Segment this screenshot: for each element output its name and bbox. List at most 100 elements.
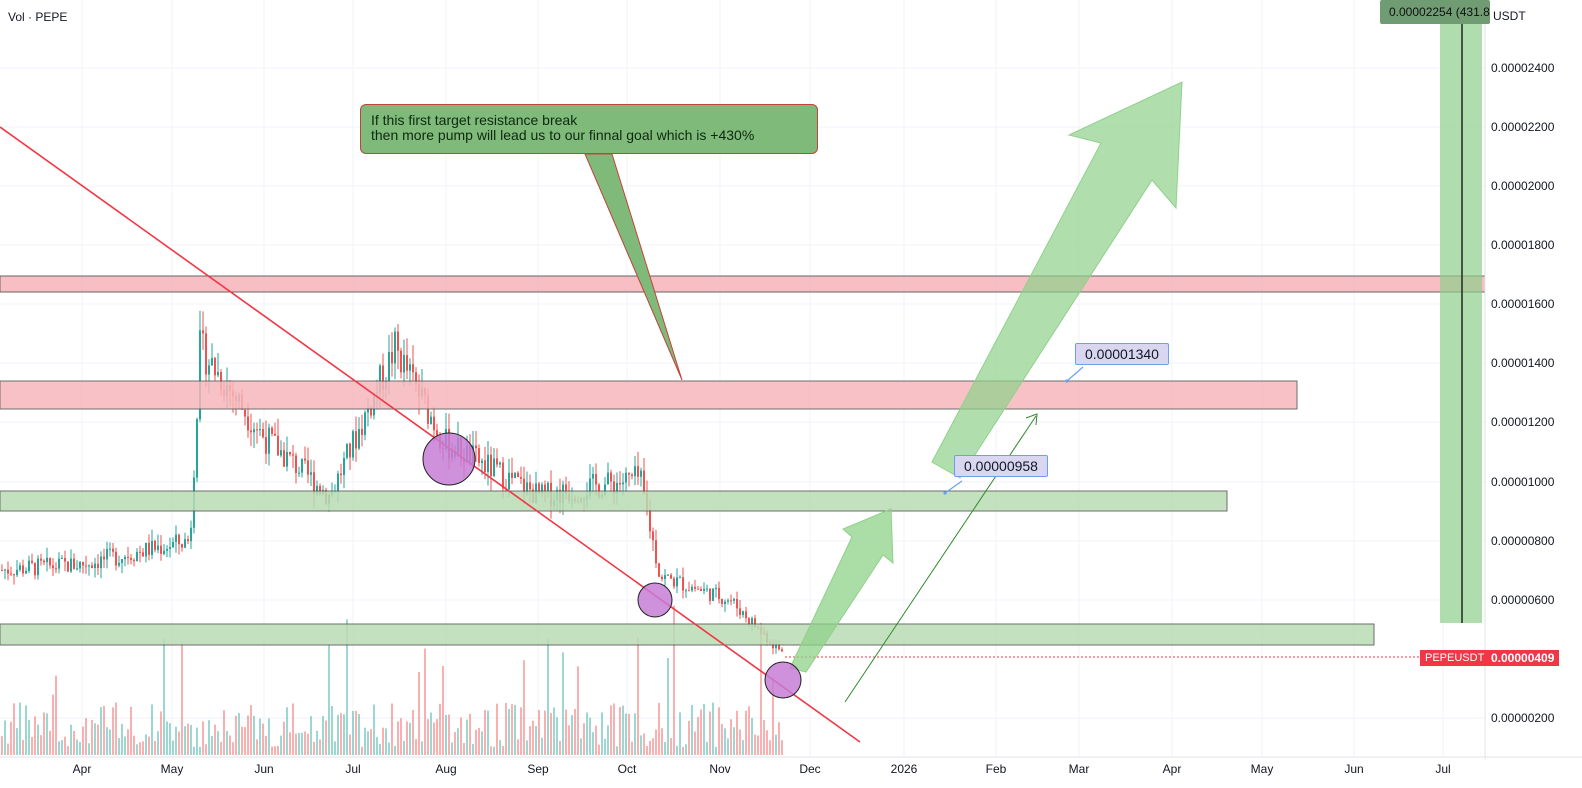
- volume-bar: [325, 720, 327, 755]
- volume-bar: [175, 726, 177, 755]
- volume-bar: [598, 744, 600, 755]
- volume-bar: [136, 744, 138, 755]
- volume-bar: [364, 727, 366, 755]
- marker-circle-aug[interactable]: [422, 432, 476, 486]
- volume-bar: [616, 746, 618, 755]
- currency-label[interactable]: USDT: [1493, 9, 1526, 23]
- candle-body: [100, 556, 102, 569]
- volume-bar: [70, 724, 72, 755]
- volume-bar: [139, 742, 141, 755]
- volume-bar: [238, 712, 240, 755]
- candle-body: [343, 457, 345, 476]
- support-zone-lower[interactable]: [0, 623, 1375, 646]
- candle-body: [43, 560, 45, 563]
- candle-body: [217, 372, 219, 376]
- fat-arrow-big[interactable]: [931, 81, 1183, 479]
- target2-label[interactable]: 0.00001340: [1075, 343, 1169, 365]
- target1-label[interactable]: 0.00000958: [954, 455, 1048, 477]
- volume-bar: [256, 739, 258, 755]
- candle-body: [736, 598, 738, 609]
- volume-bar: [169, 723, 171, 755]
- month-tick: Dec: [799, 762, 820, 776]
- candle-body: [607, 472, 609, 485]
- volume-bar: [181, 642, 183, 755]
- candle-body: [307, 460, 309, 475]
- candle-body: [517, 472, 519, 478]
- volume-bar: [565, 709, 567, 755]
- volume-bar: [445, 715, 447, 755]
- volume-bar: [85, 718, 87, 755]
- marker-circle-nov[interactable]: [764, 661, 802, 699]
- support-zone-upper[interactable]: [0, 490, 1228, 512]
- volume-bar: [322, 716, 324, 755]
- candle-body: [196, 419, 198, 478]
- volume-bar: [427, 719, 429, 755]
- candle-body: [625, 472, 627, 483]
- candle-body: [547, 482, 549, 491]
- candle-body: [127, 556, 129, 558]
- volume-bar: [412, 709, 414, 755]
- volume-bar: [67, 746, 69, 755]
- candle-body: [565, 484, 567, 494]
- fat-arrow-small[interactable]: [789, 508, 894, 673]
- volume-bar: [373, 704, 375, 755]
- candle-body: [67, 561, 69, 572]
- candle-body: [274, 433, 276, 436]
- volume-bar: [283, 721, 285, 755]
- candle-body: [214, 358, 216, 376]
- last-price-badge: 0.00000409: [1486, 650, 1560, 666]
- time-axis[interactable]: [0, 757, 1485, 788]
- volume-bar: [655, 729, 657, 755]
- candle-body: [247, 416, 249, 431]
- time-axis-labels: Apr May Jun Jul Aug Sep Oct Nov Dec 2026 Feb Mar Apr…: [73, 762, 1451, 776]
- volume-bar: [97, 724, 99, 755]
- candle-body: [487, 454, 489, 472]
- volume-bar: [766, 730, 768, 755]
- marker-circle-oct[interactable]: [637, 582, 673, 618]
- volume-bar: [685, 744, 687, 755]
- candle-body: [154, 540, 156, 550]
- volume-bar: [454, 732, 456, 755]
- annotation-callout[interactable]: If this first target resistance break th…: [360, 104, 818, 154]
- volume-bar: [520, 707, 522, 755]
- volume-bar: [433, 722, 435, 755]
- volume-bar: [400, 718, 402, 755]
- volume-bar: [586, 712, 588, 755]
- volume-bar: [313, 741, 315, 755]
- candle-body: [148, 542, 150, 555]
- candle-body: [658, 563, 660, 577]
- volume-bar: [706, 741, 708, 755]
- volume-bar: [457, 728, 459, 755]
- candle-body: [700, 589, 702, 591]
- volume-bar: [205, 744, 207, 755]
- candle-body: [88, 565, 90, 567]
- candle-body: [388, 351, 390, 381]
- candle-body: [616, 482, 618, 494]
- candle-body: [91, 565, 93, 569]
- volume-bar: [310, 716, 312, 755]
- volume-bar: [604, 738, 606, 755]
- candle-body: [133, 559, 135, 562]
- volume-bar: [781, 740, 783, 755]
- volume-bar: [577, 666, 579, 755]
- volume-bar: [118, 737, 120, 755]
- projection-range[interactable]: [1440, 0, 1482, 623]
- resistance-zone-top[interactable]: [0, 275, 1486, 293]
- candle-body: [319, 485, 321, 494]
- candle-body: [595, 473, 597, 485]
- resistance-zone-mid[interactable]: [0, 380, 1298, 410]
- volume-bar: [244, 727, 246, 755]
- volume-bar: [235, 715, 237, 755]
- volume-bar: [517, 739, 519, 755]
- candle-body: [484, 460, 486, 472]
- volume-bar: [505, 702, 507, 755]
- price-axis[interactable]: [1485, 0, 1582, 760]
- volume-bar: [610, 705, 612, 755]
- descending-trendline[interactable]: [0, 126, 861, 743]
- volume-bar: [142, 741, 144, 755]
- month-tick: Aug: [435, 762, 456, 776]
- candle-body: [361, 428, 363, 435]
- candle-body: [34, 562, 36, 576]
- candle-body: [115, 551, 117, 566]
